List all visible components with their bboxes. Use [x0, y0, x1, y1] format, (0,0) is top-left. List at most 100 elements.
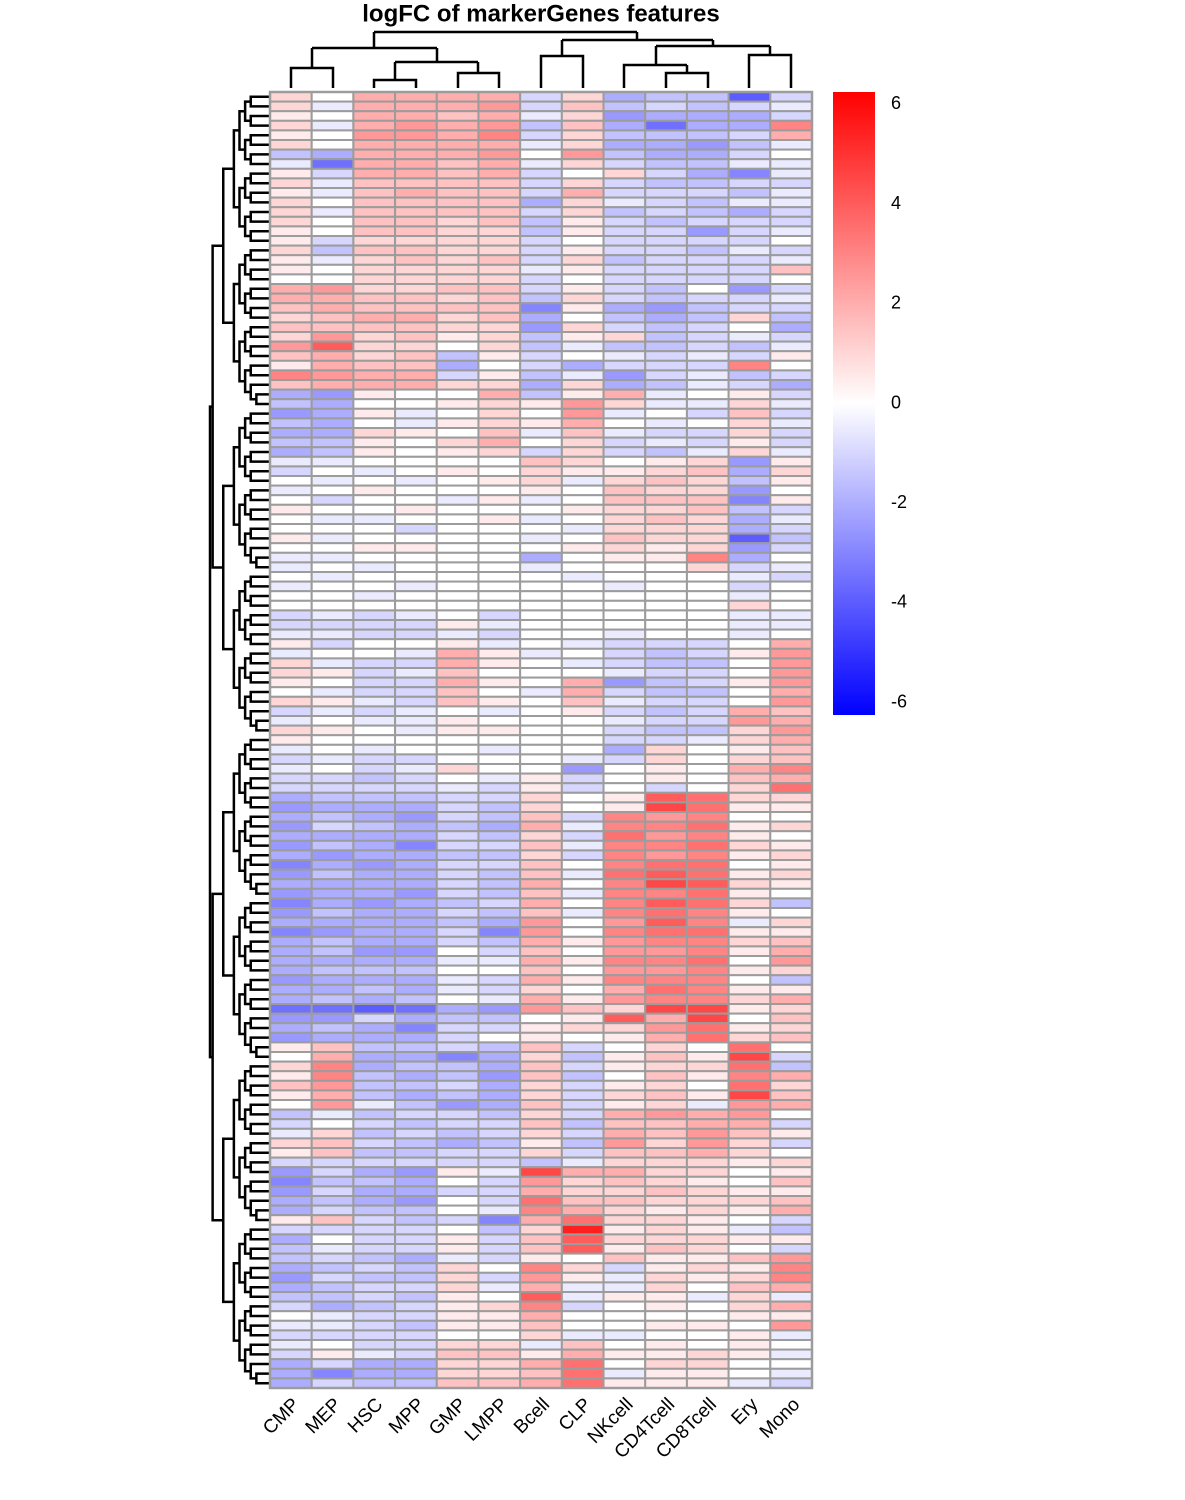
cell — [769, 100, 813, 113]
heatmap — [269, 91, 813, 1390]
cell — [352, 667, 397, 679]
cell — [519, 686, 563, 698]
cell — [519, 1348, 563, 1361]
cell — [394, 820, 438, 833]
cell — [394, 1147, 438, 1159]
cell — [352, 196, 397, 209]
cell — [477, 1060, 522, 1073]
cell — [602, 1319, 647, 1332]
cell — [727, 273, 772, 285]
cell — [519, 1185, 563, 1198]
cell — [644, 1022, 688, 1034]
dendrogram-branch — [249, 508, 270, 521]
cell — [769, 743, 813, 756]
cell — [602, 129, 647, 141]
cell — [519, 1252, 563, 1265]
cell — [727, 599, 772, 612]
cell — [477, 129, 522, 141]
cell — [519, 571, 563, 583]
cell — [644, 455, 688, 468]
cell — [602, 273, 647, 285]
dendrogram-branch — [249, 959, 270, 972]
cell — [394, 916, 438, 929]
cell — [310, 369, 355, 381]
cell — [560, 148, 605, 161]
cell — [602, 887, 647, 900]
cell — [602, 657, 647, 670]
cell — [519, 887, 563, 900]
cell — [269, 235, 313, 247]
cell — [685, 983, 730, 996]
cell — [435, 254, 480, 266]
cell — [310, 484, 355, 497]
cell — [519, 484, 563, 497]
cell — [727, 1089, 772, 1102]
cell — [769, 1367, 813, 1380]
cell — [394, 1214, 438, 1226]
cell — [394, 1348, 438, 1361]
cell — [769, 273, 813, 285]
cell — [769, 686, 813, 698]
cell — [269, 974, 313, 986]
cell — [394, 129, 438, 141]
cell — [769, 436, 813, 449]
cell — [519, 695, 563, 708]
x-tick-label: Bcell — [510, 1394, 554, 1438]
cell — [602, 532, 647, 545]
cell — [477, 532, 522, 545]
dendrogram-branch — [249, 133, 270, 147]
cell — [477, 196, 522, 209]
cell — [269, 91, 313, 103]
cell — [602, 379, 647, 391]
cell — [269, 321, 313, 333]
cell — [394, 1358, 438, 1370]
cell — [519, 561, 563, 574]
cell — [644, 1118, 688, 1130]
cell — [519, 820, 563, 833]
cell — [602, 1262, 647, 1274]
cell — [727, 1262, 772, 1274]
cell — [394, 283, 438, 295]
cell — [769, 331, 813, 343]
cell — [435, 1127, 480, 1140]
cell — [685, 388, 730, 401]
cell — [269, 1291, 313, 1303]
cell — [310, 1099, 355, 1111]
cell — [477, 215, 522, 228]
cell — [435, 849, 480, 862]
cell — [269, 897, 313, 910]
cell — [519, 1214, 563, 1226]
cell — [644, 417, 688, 429]
cell — [644, 551, 688, 564]
cell — [352, 1031, 397, 1044]
cell — [644, 849, 688, 862]
cell — [519, 398, 563, 410]
cell — [560, 1166, 605, 1178]
cell — [727, 359, 772, 372]
cell — [644, 1319, 688, 1332]
cell — [394, 619, 438, 631]
cell — [560, 1329, 605, 1342]
cell — [519, 1089, 563, 1102]
cell — [769, 407, 813, 420]
cell — [352, 100, 397, 113]
cell — [644, 878, 688, 890]
cell — [269, 1118, 313, 1130]
cell — [352, 1262, 397, 1274]
cell — [394, 215, 438, 228]
cell — [435, 657, 480, 670]
cell — [477, 667, 522, 679]
cell — [352, 513, 397, 526]
cell — [394, 187, 438, 199]
cell — [685, 273, 730, 285]
cell — [435, 167, 480, 180]
cell — [352, 974, 397, 986]
cell — [352, 791, 397, 804]
cell — [519, 1099, 563, 1111]
cell — [394, 465, 438, 477]
cell — [477, 187, 522, 199]
cell — [435, 830, 480, 842]
cell — [310, 302, 355, 314]
cell — [394, 167, 438, 180]
